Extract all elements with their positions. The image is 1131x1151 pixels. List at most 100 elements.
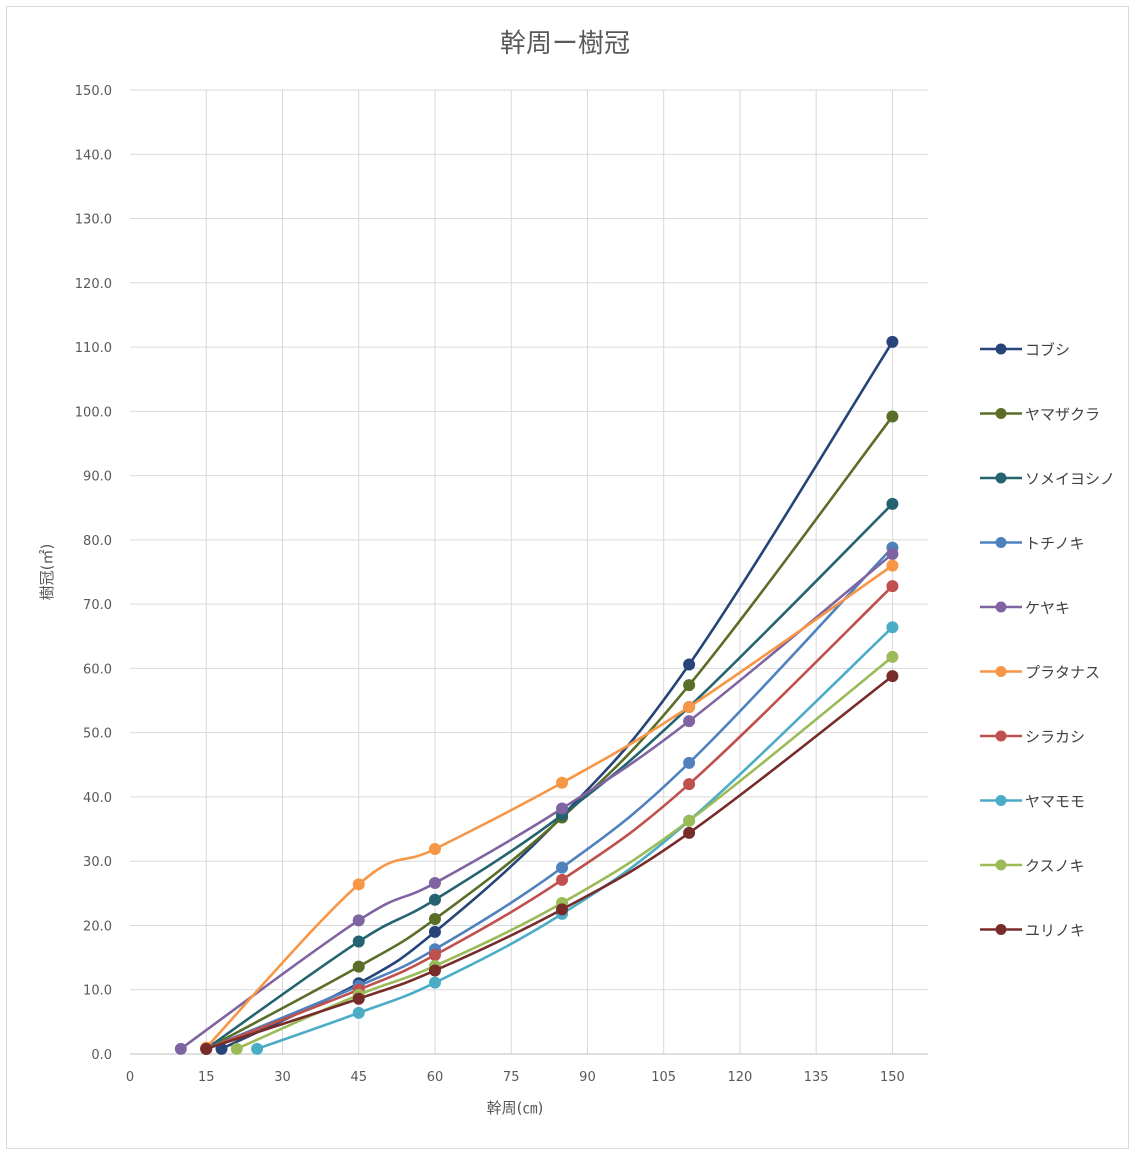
data-point [886,497,899,510]
x-tick-label: 105 [651,1070,676,1085]
legend-item[interactable]: プラタナス [980,664,1100,682]
series-line [204,415,894,1051]
series-1 [215,335,899,1055]
series-line [204,564,894,1049]
y-tick-label: 90.0 [83,470,112,485]
data-point [886,410,899,423]
legend-item[interactable]: ヤマザクラ [980,406,1100,424]
legend-label: ケヤキ [1025,599,1070,617]
legend-label: ユリノキ [1025,922,1085,940]
x-tick-label: 45 [350,1070,367,1085]
data-point [886,580,899,593]
x-axis-ticks: 0 15 30 45 60 75 90 105 120 135 150 [126,1070,905,1085]
data-point [886,621,899,634]
data-point [683,700,696,713]
data-point [886,670,899,683]
data-point [428,964,441,977]
y-tick-label: 60.0 [83,662,112,677]
legend-label: ヤマモモ [1025,793,1085,811]
y-tick-label: 110.0 [75,341,112,356]
data-point [352,878,365,891]
legend-label: トチノキ [1025,535,1085,553]
legend-swatch-marker [995,666,1007,677]
x-axis-title: 幹周(㎝) [487,1099,544,1117]
data-point [251,1042,264,1055]
data-point [556,802,569,815]
y-axis-title: 樹冠(㎡) [38,544,56,601]
y-tick-label: 130.0 [75,213,112,228]
legend-label: コブシ [1025,341,1070,359]
data-point [886,650,899,663]
legend-item[interactable]: クスノキ [980,857,1085,875]
legend-label: ヤマザクラ [1025,406,1100,424]
y-tick-label: 50.0 [83,727,112,742]
chart-frame [6,6,1129,1149]
series-line [204,584,894,1051]
data-point [556,776,569,789]
x-tick-label: 120 [728,1070,753,1085]
series-line [220,340,894,1051]
legend-swatch-marker [995,408,1007,419]
y-tick-label: 20.0 [83,919,112,934]
data-point [556,873,569,886]
y-tick-label: 100.0 [75,405,112,420]
x-tick-label: 30 [274,1070,291,1085]
gridlines [130,89,928,1054]
legend-swatch-marker [995,730,1007,742]
data-point [428,842,441,855]
series-5 [174,548,899,1055]
legend-swatch-marker [995,859,1007,871]
y-tick-label: 0.0 [91,1048,112,1063]
x-tick-label: 150 [880,1070,905,1085]
legend-swatch-marker [995,924,1007,935]
y-tick-label: 40.0 [83,791,112,806]
data-point [352,935,365,948]
data-point [174,1042,187,1055]
data-point [428,949,441,962]
legend-swatch-marker [995,472,1007,484]
legend-item[interactable]: トチノキ [980,535,1085,553]
legend-item[interactable]: ソメイヨシノ [980,470,1115,488]
data-point [352,1006,365,1019]
x-tick-label: 75 [503,1070,520,1085]
series-10 [200,670,899,1055]
data-point [556,861,569,874]
data-point [683,756,696,769]
x-tick-label: 60 [427,1070,444,1085]
series-line [204,502,894,1051]
y-tick-label: 120.0 [75,277,112,292]
x-tick-label: 135 [804,1070,829,1085]
x-tick-label: 0 [126,1070,134,1085]
x-tick-label: 90 [579,1070,596,1085]
data-point [886,559,899,572]
y-axis-ticks: 0.0 10.0 20.0 30.0 40.0 50.0 60.0 70.0 80.0 90.0 1… [75,84,112,1063]
legend-label: ソメイヨシノ [1025,470,1115,488]
y-tick-label: 80.0 [83,534,112,549]
y-tick-label: 140.0 [75,148,112,163]
data-point [683,814,696,827]
legend-swatch-marker [995,343,1007,355]
legend-swatch-marker [995,601,1007,613]
series-line [204,546,894,1051]
series-line [204,674,894,1051]
data-point [886,335,899,348]
series-line [179,552,894,1051]
data-point [683,778,696,791]
data-point [352,914,365,927]
data-point [352,992,365,1005]
data-point [683,826,696,839]
legend-item[interactable]: ユリノキ [980,922,1085,940]
legend-item[interactable]: シラカシ [980,728,1085,746]
data-point [428,913,441,926]
legend[interactable]: コブシヤマザクラソメイヨシノトチノキケヤキプラタナスシラカシヤマモモクスノキユリ… [980,341,1115,940]
y-tick-label: 150.0 [75,84,112,99]
legend-item[interactable]: ケヤキ [980,599,1070,617]
legend-swatch-marker [995,537,1007,548]
data-point [352,960,365,973]
legend-item[interactable]: コブシ [980,341,1070,359]
legend-label: クスノキ [1025,857,1085,875]
data-point [683,658,696,671]
series-3 [200,497,899,1055]
legend-item[interactable]: ヤマモモ [980,793,1085,811]
data-point [556,903,569,916]
